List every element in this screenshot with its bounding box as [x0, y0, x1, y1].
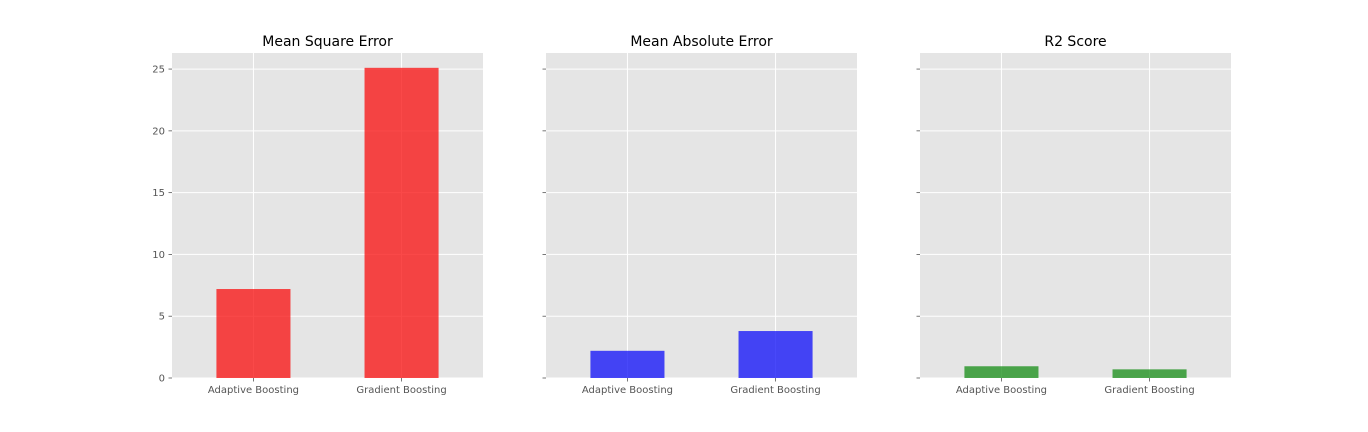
y-tick-label-1-2: 10 [152, 250, 165, 261]
x-tick-label-2-1: Gradient Boosting [730, 385, 820, 396]
x-tick-label-3-1: Gradient Boosting [1104, 385, 1194, 396]
plot-area-2 [546, 53, 857, 378]
x-tick-label-1-0: Adaptive Boosting [208, 385, 299, 396]
x-tick-label-2-0: Adaptive Boosting [582, 385, 673, 396]
plot-area-3 [920, 53, 1231, 378]
bar-3-1 [964, 366, 1039, 378]
y-tick-label-1-3: 15 [152, 188, 165, 199]
bar-2-2 [738, 331, 813, 378]
chart-title-3: R2 Score [1044, 34, 1106, 50]
x-tick-label-1-1: Gradient Boosting [356, 385, 446, 396]
y-tick-label-1-1: 5 [159, 312, 165, 323]
bar-1-1 [216, 289, 291, 378]
y-tick-label-1-4: 20 [152, 126, 165, 137]
bar-1-2 [364, 67, 439, 379]
y-tick-label-1-5: 25 [152, 65, 165, 76]
chart-title-2: Mean Absolute Error [630, 34, 773, 50]
bar-2-1 [590, 350, 665, 378]
y-tick-label-1-0: 0 [159, 374, 165, 385]
x-tick-label-3-0: Adaptive Boosting [956, 385, 1047, 396]
bar-3-2 [1112, 369, 1187, 378]
chart-title-1: Mean Square Error [262, 34, 393, 50]
